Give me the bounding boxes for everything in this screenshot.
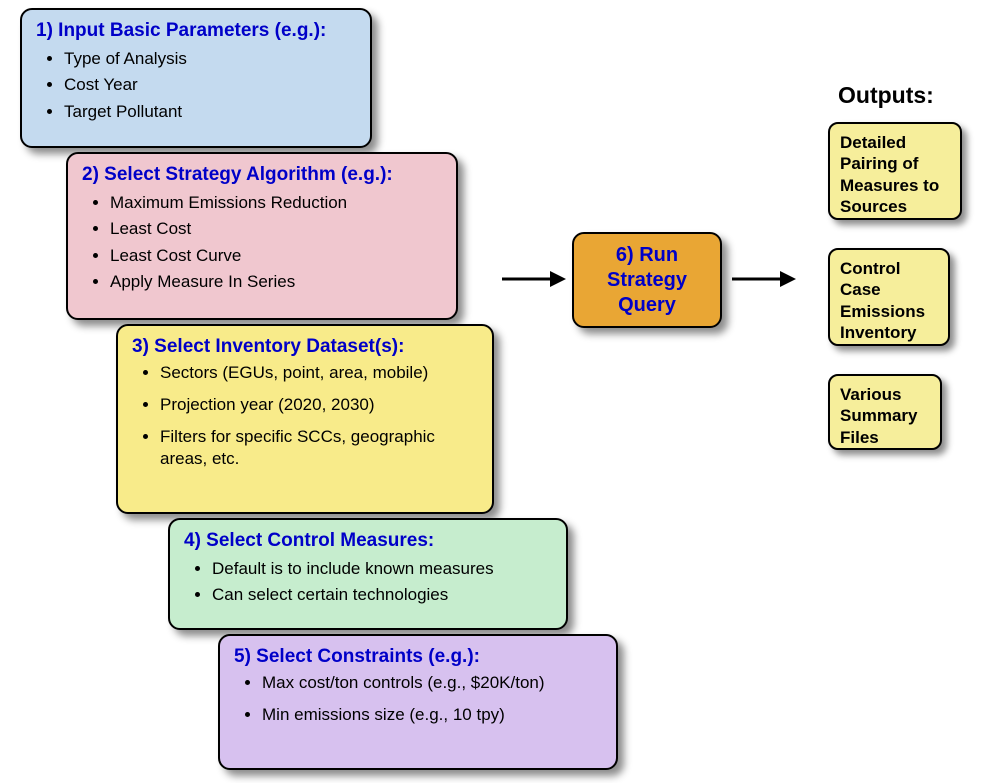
step-item: Cost Year	[64, 72, 356, 98]
step-list-1: Type of Analysis Cost Year Target Pollut…	[64, 46, 356, 125]
out-line: Measures to	[840, 176, 939, 195]
run-line: 6) Run	[616, 244, 678, 266]
step-item: Type of Analysis	[64, 46, 356, 72]
out-line: Sources	[840, 197, 907, 216]
step-list-4: Default is to include known measures Can…	[212, 556, 552, 609]
out-line: Inventory	[840, 323, 917, 342]
out-line: Emissions	[840, 302, 925, 321]
step-item: Projection year (2020, 2030)	[160, 394, 478, 416]
step-item: Least Cost	[110, 216, 442, 242]
step-item: Can select certain technologies	[212, 582, 552, 608]
run-line: Strategy	[607, 269, 687, 291]
out-line: Detailed	[840, 133, 906, 152]
arrow-out-icon	[730, 264, 800, 294]
step-title-5: 5) Select Constraints (e.g.):	[234, 646, 602, 668]
step-box-3: 3) Select Inventory Dataset(s): Sectors …	[116, 324, 494, 514]
step-list-2: Maximum Emissions Reduction Least Cost L…	[110, 190, 442, 295]
step-item: Target Pollutant	[64, 99, 356, 125]
step-box-5: 5) Select Constraints (e.g.): Max cost/t…	[218, 634, 618, 770]
output-box-2: Control Case Emissions Inventory	[828, 248, 950, 346]
step-item: Least Cost Curve	[110, 243, 442, 269]
out-line: Pairing of	[840, 154, 918, 173]
run-strategy-box: 6) Run Strategy Query	[572, 232, 722, 328]
step-item: Max cost/ton controls (e.g., $20K/ton)	[262, 672, 602, 694]
out-line: Case	[840, 280, 881, 299]
step-title-2: 2) Select Strategy Algorithm (e.g.):	[82, 164, 442, 186]
step-item: Default is to include known measures	[212, 556, 552, 582]
step-item: Min emissions size (e.g., 10 tpy)	[262, 704, 602, 726]
step-list-5: Max cost/ton controls (e.g., $20K/ton) M…	[262, 672, 602, 726]
step-title-3: 3) Select Inventory Dataset(s):	[132, 336, 478, 358]
arrow-in-icon	[500, 264, 570, 294]
step-item: Apply Measure In Series	[110, 269, 442, 295]
out-line: Summary	[840, 406, 917, 425]
step-title-4: 4) Select Control Measures:	[184, 530, 552, 552]
step-box-2: 2) Select Strategy Algorithm (e.g.): Max…	[66, 152, 458, 320]
output-box-3: Various Summary Files	[828, 374, 942, 450]
out-line: Files	[840, 428, 879, 447]
step-item: Filters for specific SCCs, geographic ar…	[160, 426, 478, 470]
step-box-1: 1) Input Basic Parameters (e.g.): Type o…	[20, 8, 372, 148]
outputs-heading: Outputs:	[838, 82, 934, 109]
step-item: Sectors (EGUs, point, area, mobile)	[160, 362, 478, 384]
run-line: Query	[618, 294, 676, 316]
out-line: Various	[840, 385, 901, 404]
output-box-1: Detailed Pairing of Measures to Sources	[828, 122, 962, 220]
step-title-1: 1) Input Basic Parameters (e.g.):	[36, 20, 356, 42]
out-line: Control	[840, 259, 900, 278]
run-strategy-text: 6) Run Strategy Query	[607, 243, 687, 318]
step-item: Maximum Emissions Reduction	[110, 190, 442, 216]
step-list-3: Sectors (EGUs, point, area, mobile) Proj…	[160, 362, 478, 470]
step-box-4: 4) Select Control Measures: Default is t…	[168, 518, 568, 630]
